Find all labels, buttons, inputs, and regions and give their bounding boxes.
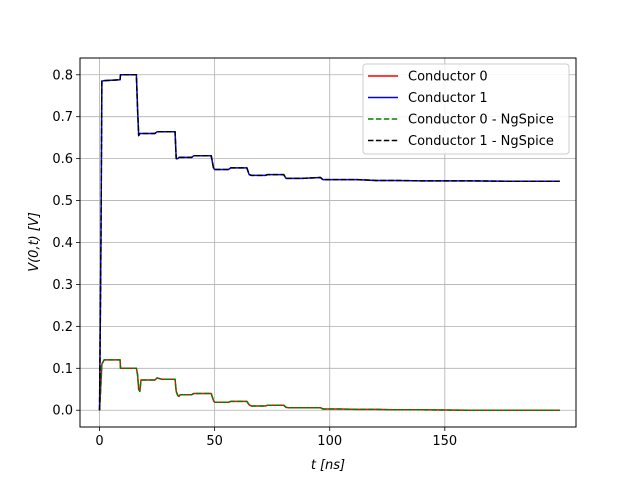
x-tick-label: 50	[206, 434, 223, 449]
axis-ticks: 0 50 100 150 0.0 0.1 0.2 0.3 0.4 0.5 0.6 0.7 0.8	[52, 68, 457, 449]
x-tick-label: 0	[95, 434, 103, 449]
x-axis-label-var: t	[311, 458, 317, 473]
y-axis-label-expr: V(0,t)	[27, 235, 42, 272]
legend-box	[362, 63, 570, 155]
gridlines	[80, 58, 576, 427]
x-axis-label: t [ns]	[311, 458, 345, 473]
x-tick-label: 100	[317, 434, 342, 449]
y-tick-label: 0.6	[52, 152, 73, 167]
y-tick-label: 0.3	[52, 278, 73, 293]
series-lines	[98, 74, 560, 411]
legend-label: Conductor 1 - NgSpice	[408, 134, 554, 149]
series-line-conductor-1-ngspice	[98, 74, 560, 411]
x-axis-label-unit: [ns]	[320, 458, 345, 473]
y-tick-label: 0.2	[52, 320, 73, 335]
legend-label: Conductor 0 - NgSpice	[408, 113, 554, 128]
y-axis-label: V(0,t) [V]	[27, 212, 42, 272]
x-tick-label: 150	[432, 434, 457, 449]
y-tick-label: 0.8	[52, 68, 73, 83]
legend-label: Conductor 1	[408, 91, 488, 106]
y-tick-label: 0.7	[52, 110, 73, 125]
series-line-conductor-0-ngspice	[98, 359, 560, 411]
y-tick-label: 0.1	[52, 362, 73, 377]
legend-label: Conductor 0	[408, 70, 488, 85]
y-tick-label: 0.4	[52, 236, 73, 251]
y-tick-label: 0.0	[52, 404, 73, 419]
legend: Conductor 0 Conductor 1 Conductor 0 - NgSp…	[362, 63, 570, 155]
y-tick-label: 0.5	[52, 194, 73, 209]
y-axis-label-unit: [V]	[27, 212, 42, 231]
